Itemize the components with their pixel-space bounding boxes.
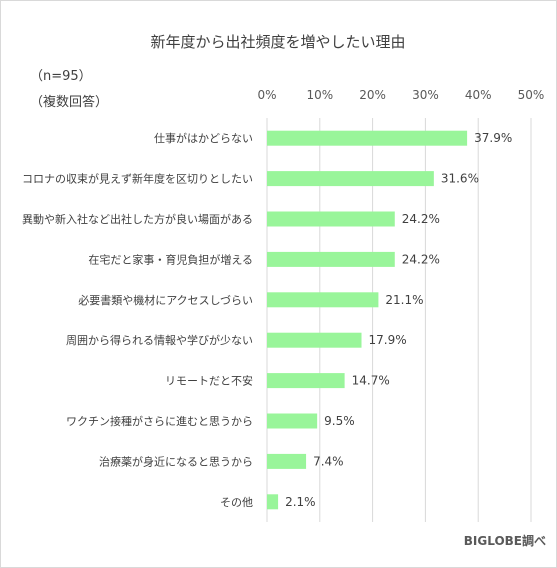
x-tick-label: 20%	[359, 88, 386, 102]
x-tick-label: 50%	[518, 88, 545, 102]
category-label: ワクチン接種がさらに進むと思うから	[66, 414, 253, 428]
category-label: その他	[220, 496, 253, 509]
bar	[267, 373, 345, 389]
bar	[267, 130, 468, 146]
x-tick-labels: 0% 10% 20% 30% 40% 50%	[257, 88, 544, 102]
bar	[267, 413, 318, 429]
category-label: 周囲から得られる情報や学びが少ない	[66, 333, 253, 347]
x-tick-label: 40%	[465, 88, 492, 102]
value-label: 17.9%	[369, 333, 407, 347]
value-label: 31.6%	[441, 172, 479, 186]
source-credit: BIGLOBE調べ	[464, 533, 546, 548]
sample-size-note: （n=95）	[30, 69, 92, 84]
bars	[267, 130, 468, 510]
value-label: 9.5%	[324, 414, 355, 428]
bar	[267, 332, 362, 348]
value-label: 2.1%	[285, 495, 316, 509]
bar	[267, 453, 307, 469]
category-label: 在宅だと家事・育児負担が増える	[88, 252, 253, 266]
category-label: 異動や新入社など出社した方が良い場面がある	[22, 212, 253, 226]
category-labels: 仕事がはかどらないコロナの収束が見えず新年度を区切りとしたい異動や新入社など出社…	[22, 131, 253, 509]
category-label: リモートだと不安	[165, 374, 253, 388]
bar	[267, 171, 434, 187]
value-label: 24.2%	[402, 212, 440, 226]
value-label: 37.9%	[474, 131, 512, 145]
x-tick-label: 30%	[412, 88, 439, 102]
bar	[267, 292, 379, 308]
category-label: コロナの収束が見えず新年度を区切りとしたい	[22, 172, 253, 186]
value-labels: 37.9% 31.6% 24.2% 24.2% 21.1% 17.9% 14.7% 9.5% 7…	[285, 131, 512, 509]
bar	[267, 211, 395, 227]
value-label: 21.1%	[385, 293, 423, 307]
bar	[267, 494, 279, 510]
value-label: 7.4%	[313, 454, 344, 468]
category-label: 必要書類や機材にアクセスしづらい	[78, 293, 253, 307]
chart-title: 新年度から出社頻度を増やしたい理由	[150, 33, 405, 51]
value-label: 24.2%	[402, 252, 440, 266]
multiple-answer-note: （複数回答）	[30, 94, 108, 110]
x-tick-label: 10%	[306, 88, 333, 102]
category-label: 治療薬が身近になると思うから	[99, 454, 253, 468]
bar	[267, 251, 395, 267]
category-label: 仕事がはかどらない	[154, 131, 253, 145]
value-label: 14.7%	[352, 374, 390, 388]
x-tick-label: 0%	[257, 88, 276, 102]
